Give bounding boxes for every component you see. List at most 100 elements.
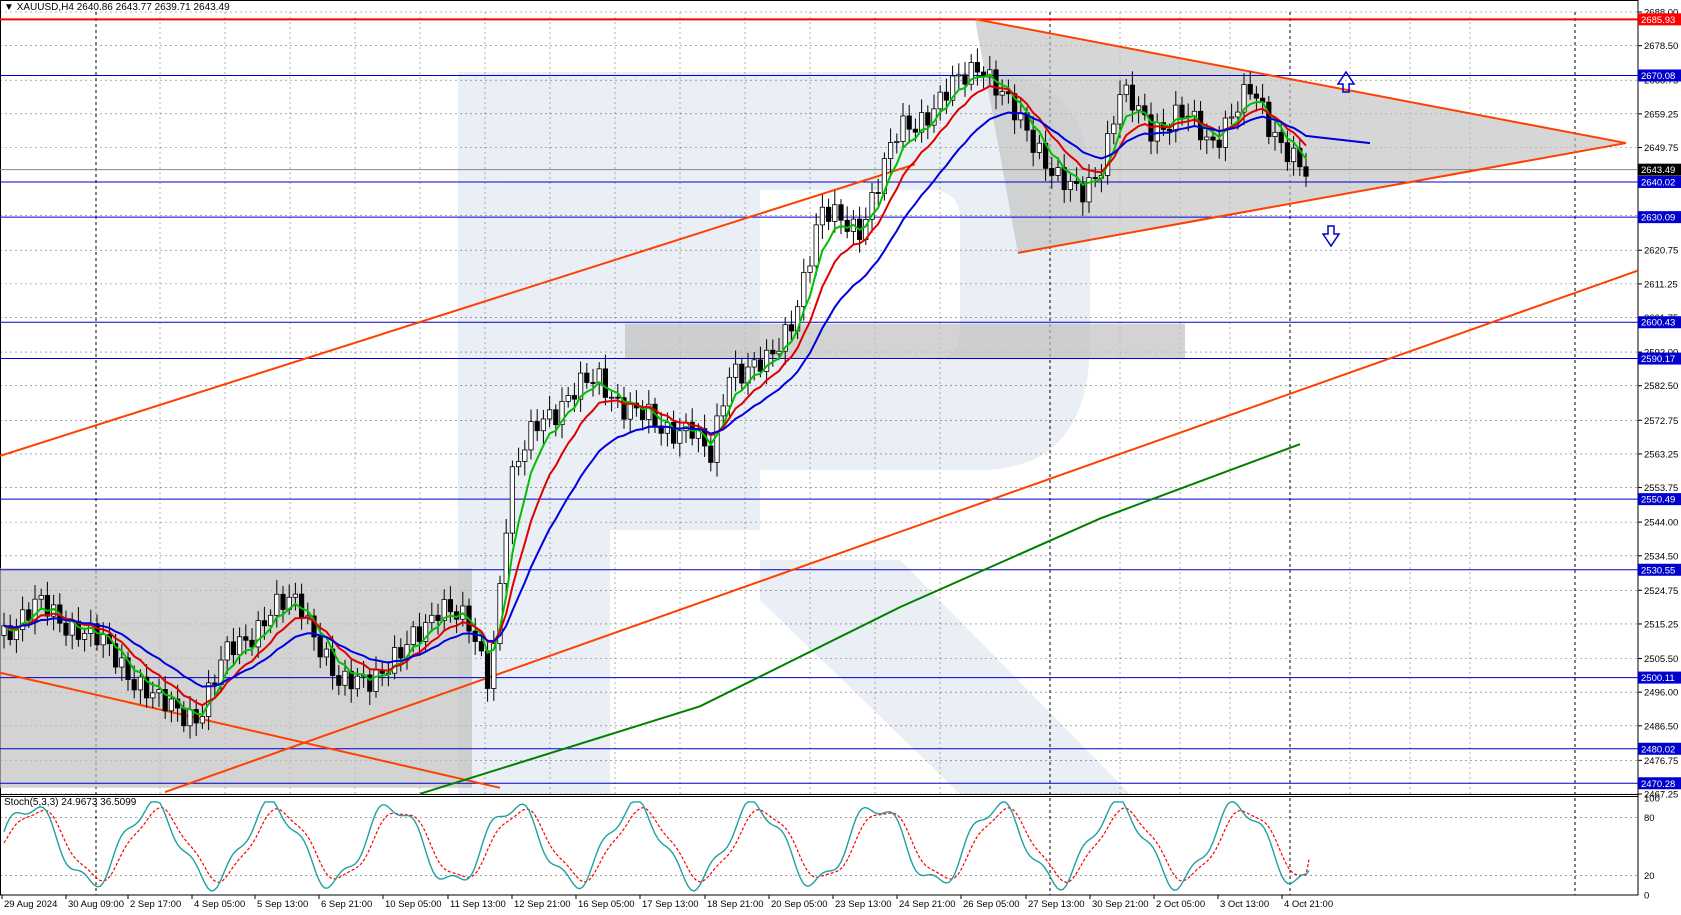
candle-body <box>1247 84 1253 95</box>
candle-body <box>1253 93 1259 99</box>
arrow-down-shape <box>1321 225 1341 248</box>
candle-body <box>410 626 416 645</box>
candle-body <box>162 689 168 712</box>
x-tick-label: 2 Sep 17:00 <box>130 899 181 910</box>
y-tick-label: 2534.50 <box>1644 551 1678 562</box>
candle-body <box>894 141 900 143</box>
candle-body <box>1092 177 1098 179</box>
candle-body <box>348 670 354 690</box>
y-tick-label: 2553.75 <box>1644 483 1678 494</box>
candle-body <box>1080 183 1086 203</box>
x-tick-label: 10 Sep 05:00 <box>385 899 442 910</box>
candle-body <box>125 657 131 680</box>
candle-body <box>801 271 807 308</box>
x-tick-label: 6 Sep 21:00 <box>321 899 372 910</box>
stoch-main-line <box>3 801 1310 892</box>
candle-body <box>1129 84 1135 111</box>
arrow-up-shape <box>1336 70 1356 93</box>
price-label-box <box>1638 742 1681 755</box>
y-tick-label: 2505.50 <box>1644 654 1678 665</box>
y-tick-label: 2524.75 <box>1644 586 1678 597</box>
x-tick-label: 2 Oct 05:00 <box>1156 899 1205 910</box>
x-tick-label: 29 Aug 2024 <box>4 899 57 910</box>
candle-body <box>1278 131 1284 144</box>
candle-body <box>137 676 143 691</box>
candle-body <box>491 643 497 689</box>
candle-body <box>764 349 770 372</box>
candle-body <box>298 593 305 618</box>
candle-body <box>44 594 51 617</box>
watermark-leg <box>760 560 1130 794</box>
candle-body <box>627 402 633 420</box>
trendline <box>1017 142 1627 254</box>
ohlc-readout: 2640.86 2643.77 2639.71 2643.49 <box>76 2 230 13</box>
candle-body <box>925 112 931 126</box>
candle-body <box>472 630 478 642</box>
candle-body <box>888 142 894 160</box>
ma-long-line <box>419 443 1301 795</box>
candle-body <box>999 91 1005 96</box>
candle-body <box>38 594 44 600</box>
triangle-zone <box>975 19 1626 253</box>
chart-header: ▼ XAUUSD,H4 2640.86 2643.77 2639.71 2643… <box>4 2 230 13</box>
price-label: 2600.43 <box>1641 318 1675 329</box>
support-zone <box>625 323 1185 360</box>
candle-body <box>1210 136 1216 141</box>
candle-body <box>708 445 714 463</box>
candle-body <box>199 716 205 724</box>
candle-body <box>1067 180 1073 191</box>
x-tick-label: 30 Sep 21:00 <box>1092 899 1149 910</box>
trendline <box>0 671 501 789</box>
watermark-stem <box>458 72 610 794</box>
candle-body <box>156 689 162 694</box>
candle-body <box>1229 116 1235 119</box>
candle-body <box>82 632 88 640</box>
candle-body <box>646 403 652 420</box>
candle-body <box>441 599 447 621</box>
candle-body <box>869 192 875 220</box>
candle-body <box>962 74 968 85</box>
y-tick-label: 2563.25 <box>1644 449 1678 460</box>
candle-body <box>429 614 435 624</box>
candle-body <box>838 204 844 221</box>
candle-body <box>602 368 609 398</box>
candle-body <box>559 401 565 426</box>
candle-body <box>1036 142 1042 153</box>
candle-body <box>1241 84 1247 113</box>
ma-slow-line <box>3 111 1371 688</box>
candle-body <box>1049 167 1055 176</box>
candle-body <box>255 620 261 648</box>
candle-body <box>509 466 516 534</box>
price-label: 2640.02 <box>1641 177 1675 188</box>
ma-mid-line <box>3 84 1307 707</box>
candle-body <box>150 692 156 699</box>
y-tick-label: 2486.50 <box>1644 721 1678 732</box>
x-tick-label: 24 Sep 21:00 <box>899 899 956 910</box>
stoch-tick-label: 20 <box>1644 871 1655 882</box>
stoch-tick-label: 80 <box>1644 813 1655 824</box>
price-label-box <box>1638 13 1681 26</box>
x-tick-label: 16 Sep 05:00 <box>578 899 635 910</box>
candle-body <box>181 707 187 727</box>
stoch-header: Stoch(5,3,3) 24.9673 36.5099 <box>4 797 137 808</box>
candle-body <box>249 639 255 648</box>
candle-body <box>416 626 423 642</box>
candle-body <box>342 670 348 686</box>
price-label-box <box>1638 316 1681 329</box>
candle-body <box>113 643 119 668</box>
candle-body <box>1297 147 1303 168</box>
price-label-box <box>1638 777 1681 790</box>
candle-body <box>311 615 317 638</box>
price-label-box <box>1638 163 1681 176</box>
y-tick-label: 2582.50 <box>1644 381 1678 392</box>
candle-body <box>435 614 441 621</box>
candle-body <box>751 359 757 368</box>
trendline <box>974 18 1627 145</box>
candle-body <box>193 709 199 724</box>
triangle-down-icon[interactable]: ▼ <box>4 2 14 13</box>
price-label: 2530.55 <box>1641 565 1675 576</box>
candle-body <box>1111 123 1117 135</box>
candle-body <box>19 609 26 630</box>
